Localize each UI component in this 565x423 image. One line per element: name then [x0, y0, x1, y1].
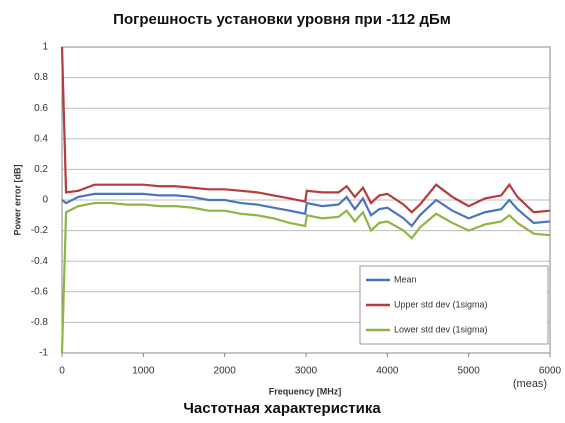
chart-caption: Частотная характеристика	[183, 400, 381, 417]
x-tick-label: 1000	[132, 366, 155, 377]
annotation: (meas)	[513, 378, 547, 390]
y-tick-label: 0.6	[34, 103, 48, 114]
legend-label: Upper std dev (1sigma)	[394, 299, 488, 309]
x-axis-label: Frequency [MHz]	[269, 386, 342, 396]
legend-label: Lower std dev (1sigma)	[394, 324, 488, 334]
legend	[359, 265, 549, 345]
x-tick-label: 5000	[458, 366, 481, 377]
y-tick-label: -1	[39, 348, 48, 359]
y-tick-label: 0	[42, 195, 48, 206]
y-tick-label: 0.2	[34, 164, 48, 175]
x-tick-label: 4000	[376, 366, 399, 377]
data-line	[60, 201, 551, 354]
y-tick-label: -0.8	[31, 317, 49, 328]
x-tick-label: 3000	[295, 366, 318, 377]
x-tick-label: 2000	[214, 366, 237, 377]
y-tick-label: 0.4	[34, 133, 48, 144]
data-line	[60, 46, 551, 214]
y-tick-label: -0.2	[31, 225, 49, 236]
y-axis-label: Power error [dB]	[12, 164, 22, 235]
y-tick-label: -0.4	[31, 256, 49, 267]
legend-label: Mean	[394, 274, 417, 284]
y-tick-label: 1	[42, 42, 48, 53]
y-tick-label: -0.6	[31, 286, 49, 297]
chart-title: Погрешность установки уровня при -112 дБ…	[113, 11, 451, 28]
y-tick-label: 0.8	[34, 72, 48, 83]
x-tick-label: 6000	[539, 366, 562, 377]
data-line	[61, 192, 551, 228]
x-tick-label: 0	[59, 366, 65, 377]
